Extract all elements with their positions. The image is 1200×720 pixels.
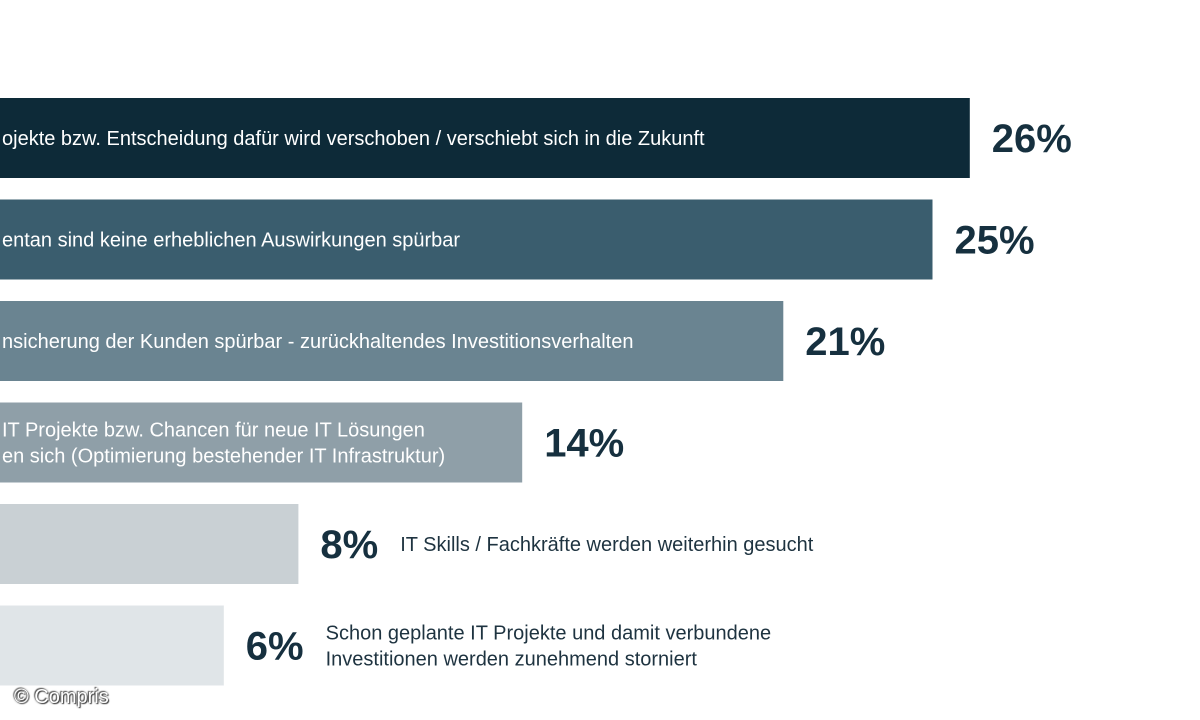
bar-row: 14% IT Projekte bzw. Chancen für neue IT … <box>0 402 624 483</box>
category-label: nsicherung der Kunden spürbar - zurückha… <box>2 331 633 353</box>
bar <box>0 98 970 178</box>
category-label: Investitionen werden zunehmend storniert <box>326 649 698 671</box>
bar <box>0 199 933 280</box>
data-label: 6% <box>246 625 304 669</box>
bar <box>0 605 224 686</box>
category-label: ojekte bzw. Entscheidung dafür wird vers… <box>2 128 705 150</box>
bar-row: 26% ojekte bzw. Entscheidung dafür wird v… <box>0 98 1072 178</box>
bar-row: 25% entan sind keine erheblichen Auswirku… <box>0 199 1035 280</box>
bar-row: 21% nsicherung der Kunden spürbar - zurüc… <box>0 301 885 381</box>
bar <box>0 402 523 483</box>
bar-row: 8% IT Skills / Fachkräfte werden weiterhi… <box>0 504 814 584</box>
category-label: Schon geplante IT Projekte und damit ver… <box>326 623 772 645</box>
category-label: IT Projekte bzw. Chancen für neue IT Lös… <box>2 420 425 442</box>
data-label: 21% <box>805 320 885 364</box>
data-label: 14% <box>544 422 624 466</box>
data-label: 26% <box>992 117 1072 161</box>
data-label: 25% <box>955 219 1035 263</box>
bar <box>0 301 784 381</box>
category-label: entan sind keine erheblichen Auswirkunge… <box>2 230 460 252</box>
category-label: en sich (Optimierung bestehender IT Infr… <box>2 446 445 468</box>
category-label: IT Skills / Fachkräfte werden weiterhin … <box>400 534 814 556</box>
data-label: 8% <box>320 523 378 567</box>
copyright-credit: © Compris <box>14 686 109 708</box>
bar-row: 6% Schon geplante IT Projekte und damit v… <box>0 605 772 686</box>
bar <box>0 504 299 584</box>
